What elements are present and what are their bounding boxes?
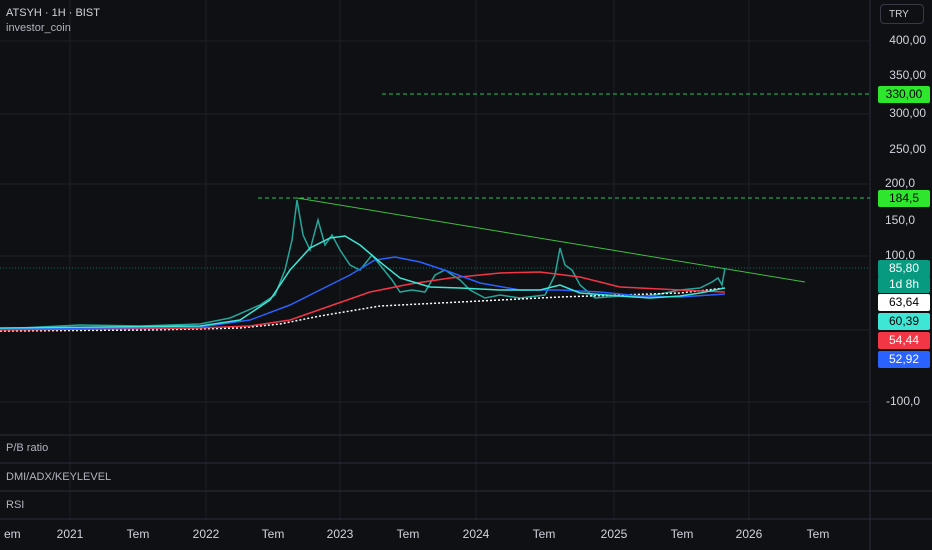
countdown-badge: 1d 8h [878,276,930,293]
symbol-title: ATSYH · 1H · BIST [6,7,100,19]
time-label: Tem [397,527,420,541]
time-label: 2021 [57,527,84,541]
pane-label[interactable]: RSI [6,499,25,511]
pane-label[interactable]: DMI/ADX/KEYLEVEL [6,471,112,483]
price-label: -100,0 [886,394,920,408]
author: investor_coin [6,22,71,34]
level-badge: 184,5 [878,190,930,207]
price-label: 150,0 [885,213,915,227]
last-price-badge: 85,80 [878,260,930,277]
time-label: 2024 [463,527,490,541]
currency-button[interactable]: TRY [880,4,924,24]
time-label: 2026 [736,527,763,541]
time-label: 2025 [601,527,628,541]
ma-blue [0,256,726,330]
price-label: 200,0 [885,176,915,190]
price-label: 100,0 [885,248,915,262]
level-badge: 330,00 [878,86,930,103]
price-label: 400,00 [889,33,926,47]
price-label: 300,00 [889,106,926,120]
ma-badge: 54,44 [878,332,930,349]
grid [0,0,870,520]
time-label: em [4,527,21,541]
ma-badge: 52,92 [878,351,930,368]
time-label: Tem [127,527,150,541]
pane-label[interactable]: P/B ratio [6,442,49,454]
time-label: 2022 [193,527,220,541]
ma-badge: 60,39 [878,313,930,330]
ma-red [0,271,726,331]
ma-badge: 63,64 [878,294,930,311]
time-label: Tem [671,527,694,541]
time-label: 2023 [327,527,354,541]
time-label: Tem [262,527,285,541]
ma-cyan [0,235,726,329]
price-label: 250,00 [889,142,926,156]
time-label: Tem [533,527,556,541]
time-label: Tem [807,527,830,541]
price-label: 350,00 [889,68,926,82]
trend-line [296,197,806,283]
